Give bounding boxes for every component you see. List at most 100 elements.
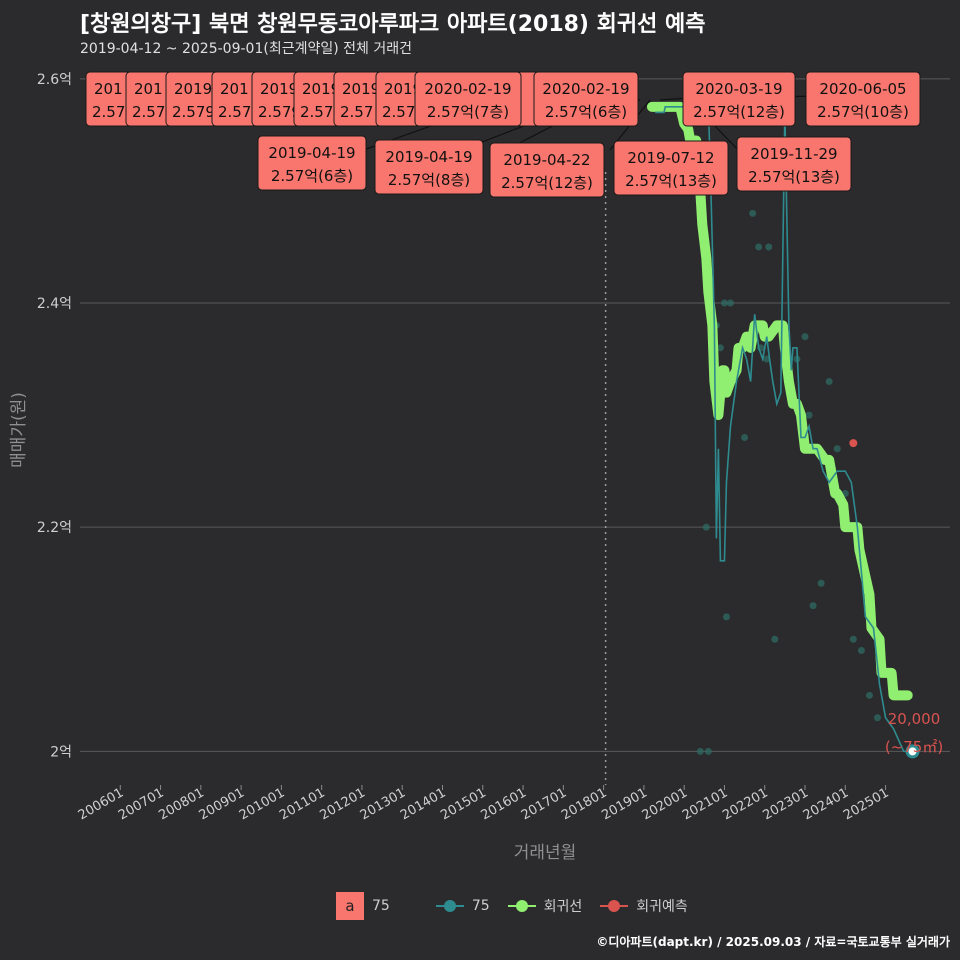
- x-tick-label: 200901: [197, 785, 247, 823]
- x-tick-label: 202201: [720, 785, 770, 823]
- x-tick-label: 202101: [680, 785, 730, 823]
- x-tick-label: 202401: [801, 785, 851, 823]
- label-price: 2.57억(10층): [817, 103, 909, 121]
- label-date: 2020-03-19: [695, 80, 782, 98]
- label-box-bg: [736, 136, 852, 192]
- label-date: 201: [220, 80, 249, 98]
- label-price: 2.57: [340, 103, 373, 121]
- legend-label-text: 75: [372, 898, 390, 914]
- scatter-point: [817, 579, 825, 587]
- scatter-point: [825, 377, 833, 385]
- annotation-label-box: 2020-06-05 2.57억(10층): [805, 71, 921, 127]
- legend: a 75 75 회귀선 회귀예측: [336, 892, 706, 920]
- label-date: 2019: [260, 80, 298, 98]
- x-tick-label: 200801: [156, 785, 206, 823]
- scatter-point: [763, 355, 771, 363]
- last-point-marker: [905, 744, 920, 759]
- y-axis-title: 매매가(원): [9, 392, 29, 468]
- x-tick-label: 201301: [358, 785, 408, 823]
- x-tick-label: 200601: [76, 785, 126, 823]
- label-price: 2.57억(13층): [748, 168, 840, 186]
- label-date: 2019-04-19: [385, 148, 472, 166]
- label-box-bg: [613, 140, 729, 196]
- label-price: 2.579: [258, 103, 301, 121]
- page-title: [창원의창구] 북면 창원무동코아루파크 아파트(2018) 회귀선 예측: [80, 12, 706, 37]
- x-tick-label: 201101: [277, 785, 327, 823]
- label-price: 2.57억(12층): [693, 103, 785, 121]
- x-axis-title: 거래년월: [514, 843, 577, 863]
- regression-line: [646, 101, 913, 701]
- scatter-point: [849, 635, 857, 643]
- scatter-point: [702, 523, 710, 531]
- x-tick-label: 201501: [438, 785, 488, 823]
- x-tick-label: 202001: [640, 785, 690, 823]
- scatter-point: [716, 344, 724, 352]
- scatter-point: [801, 333, 809, 341]
- label-date: 2019: [302, 80, 340, 98]
- legend-75-swatch: [435, 898, 464, 914]
- legend-prediction-text: 회귀예측: [636, 899, 688, 915]
- label-date: 2019: [384, 80, 422, 98]
- scatter-point: [755, 243, 763, 251]
- label-date: 2019: [342, 80, 380, 98]
- label-date: 2019: [174, 80, 212, 98]
- scatter-point: [874, 714, 881, 722]
- label-box-bg: [257, 135, 367, 191]
- label-date: 201: [134, 80, 163, 98]
- annotation-label-box: 2019-04-19 2.57억(8층): [374, 139, 484, 195]
- label-price: 2.57: [300, 103, 333, 121]
- annotation-label-box: 2019-04-22 2.57억(12층): [489, 142, 605, 198]
- x-tick-label: 201801: [559, 785, 609, 823]
- x-tick-label: 201901: [599, 785, 649, 823]
- scatter-point: [765, 243, 773, 251]
- x-tick-label: 201401: [398, 785, 448, 823]
- label-date: 201: [94, 80, 123, 98]
- x-tick-label: 200701: [116, 785, 166, 823]
- legend-item-label: a 75: [336, 892, 390, 920]
- x-tick-label: 201601: [479, 785, 529, 823]
- y-tick-label: 2.6억: [37, 72, 72, 88]
- legend-item-75: 75: [435, 898, 490, 914]
- label-date: 2020-02-19: [424, 80, 511, 98]
- scatter-point: [722, 613, 730, 621]
- scatter-point: [805, 411, 813, 419]
- label-price: 2.57: [132, 103, 165, 121]
- label-price: 2.57억(8층): [388, 171, 470, 189]
- label-price: 2.57: [218, 103, 251, 121]
- label-price: 2.57억(6층): [545, 103, 627, 121]
- scatter-point: [865, 691, 873, 699]
- label-price: 2.57: [92, 103, 125, 121]
- annotation-label-box: 2019-07-12 2.57억(13층): [613, 140, 729, 196]
- annotation-label-box: 2020-02-19 2.57억(6층): [533, 71, 639, 127]
- prediction-point: [849, 439, 858, 448]
- page-subtitle: 2019-04-12 ~ 2025-09-01(최근계약일) 전체 거래건: [80, 41, 412, 57]
- legend-label-key: a: [336, 892, 364, 920]
- x-tick-label: 202501: [841, 785, 891, 823]
- y-tick-label: 2.4억: [37, 296, 72, 312]
- label-date: 2020-02-19: [542, 80, 629, 98]
- scatter-point: [857, 646, 865, 654]
- annotation-label-box: 2020-02-19 2.57억(7층): [414, 71, 522, 127]
- x-tick-label: 201001: [237, 785, 287, 823]
- label-price: 2.57억(7층): [427, 103, 509, 121]
- label-date: 2019-04-22: [503, 151, 590, 169]
- label-date: 2020-06-05: [819, 80, 906, 98]
- legend-item-prediction: 회귀예측: [600, 896, 688, 916]
- annotation-label-box: 2020-03-19 2.57억(12층): [682, 71, 796, 127]
- label-box-bg: [682, 71, 796, 127]
- annotation-label-box: 2019-04-19 2.57억(6층): [257, 135, 367, 191]
- label-box-bg: [805, 71, 921, 127]
- x-tick-label: 202301: [761, 785, 811, 823]
- label-price: 2.579: [172, 103, 215, 121]
- legend-regression-text: 회귀선: [543, 899, 583, 915]
- series-75-line: [655, 104, 913, 753]
- label-box-bg: [414, 71, 522, 127]
- legend-item-regression: 회귀선: [507, 896, 583, 916]
- source-caption: ©디아파트(dapt.kr) / 2025.09.03 / 자료=국토교통부 실…: [596, 935, 950, 949]
- label-price: 2.57억(12층): [501, 174, 593, 192]
- scatter-point: [749, 209, 757, 217]
- annotation-label-box: 2019-11-29 2.57억(13층): [736, 136, 852, 192]
- label-date: 2019-11-29: [750, 145, 837, 163]
- scatter-point: [726, 299, 734, 307]
- scatter-point: [704, 747, 712, 755]
